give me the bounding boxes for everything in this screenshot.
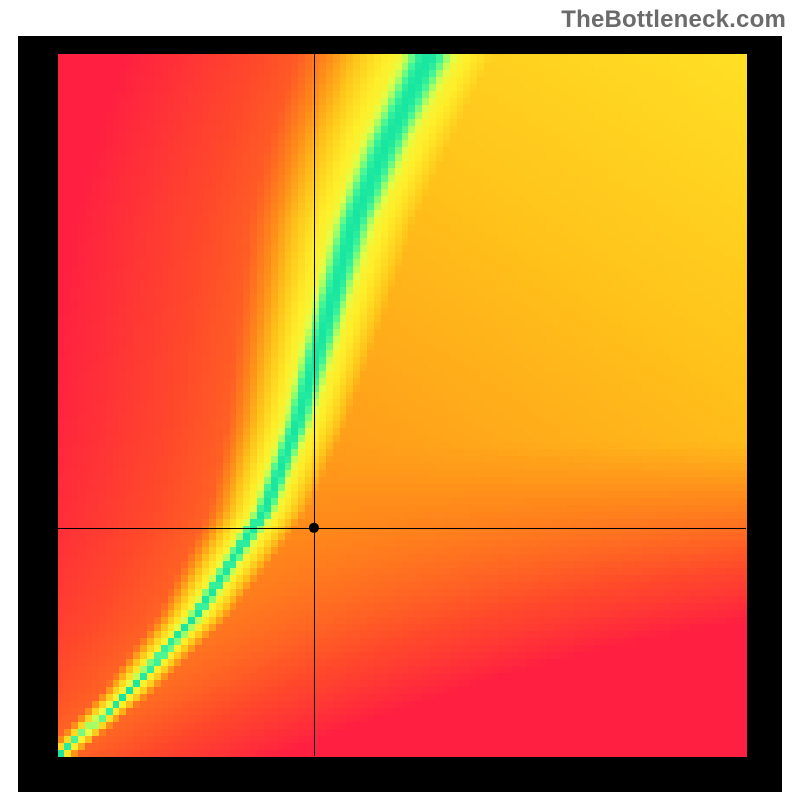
figure-container: TheBottleneck.com xyxy=(0,0,800,800)
crosshair-overlay xyxy=(18,36,782,792)
heatmap-plot xyxy=(18,36,782,792)
watermark-text: TheBottleneck.com xyxy=(561,6,786,34)
